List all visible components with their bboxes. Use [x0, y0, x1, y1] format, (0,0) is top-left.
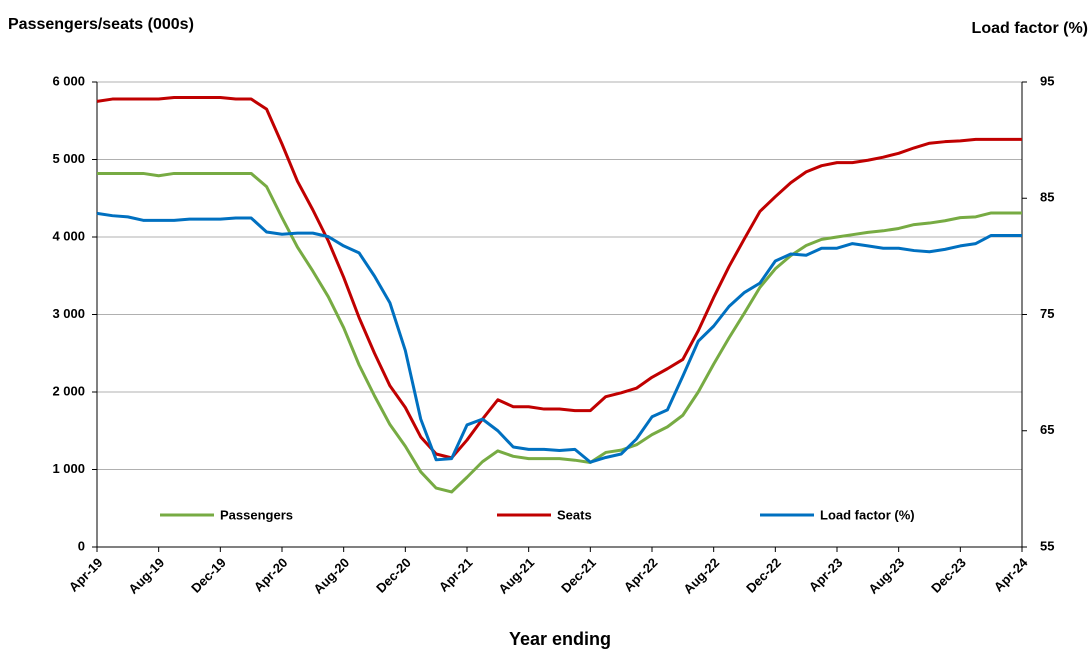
y-tick-label: 4 000 — [52, 228, 85, 243]
y2-tick-label: 65 — [1040, 422, 1054, 437]
x-tick-label: Apr-20 — [251, 555, 291, 595]
x-tick-label: Aug-20 — [310, 555, 352, 597]
data-line — [96, 211, 1022, 464]
x-tick-label: Apr-21 — [436, 555, 476, 595]
x-tick-label: Aug-19 — [125, 555, 167, 597]
x-tick-label: Dec-20 — [373, 555, 414, 596]
x-tick-label: Aug-22 — [680, 555, 722, 597]
legend-label: Passengers — [220, 507, 293, 522]
legend-label: Load factor (%) — [820, 507, 915, 522]
y2-tick-label: 85 — [1040, 190, 1054, 205]
data-line — [97, 171, 1022, 494]
y-tick-label: 2 000 — [52, 383, 85, 398]
y-tick-label: 0 — [78, 538, 85, 553]
y2-tick-label: 75 — [1040, 306, 1054, 321]
y-tick-label: 1 000 — [52, 461, 85, 476]
y2-axis-title: Load factor (%) — [972, 20, 1088, 37]
x-tick-label: Apr-22 — [621, 555, 661, 595]
data-line — [96, 96, 1022, 460]
y-axis-title: Passengers/seats (000s) — [8, 16, 194, 33]
x-tick-label: Dec-22 — [743, 555, 784, 596]
x-tick-label: Aug-23 — [865, 555, 907, 597]
y2-tick-label: 95 — [1040, 73, 1054, 88]
x-tick-label: Aug-21 — [495, 555, 537, 597]
x-tick-label: Apr-24 — [991, 554, 1031, 594]
legend-label: Seats — [557, 507, 592, 522]
y2-tick-label: 55 — [1040, 538, 1054, 553]
y-tick-label: 6 000 — [52, 73, 85, 88]
x-tick-label: Dec-23 — [928, 555, 969, 596]
x-tick-label: Dec-19 — [188, 555, 229, 596]
x-axis-title: Year ending — [509, 629, 611, 649]
y-tick-label: 5 000 — [52, 151, 85, 166]
x-tick-label: Apr-19 — [66, 555, 106, 595]
x-tick-label: Dec-21 — [558, 555, 599, 596]
x-tick-label: Apr-23 — [806, 555, 846, 595]
y-tick-label: 3 000 — [52, 306, 85, 321]
